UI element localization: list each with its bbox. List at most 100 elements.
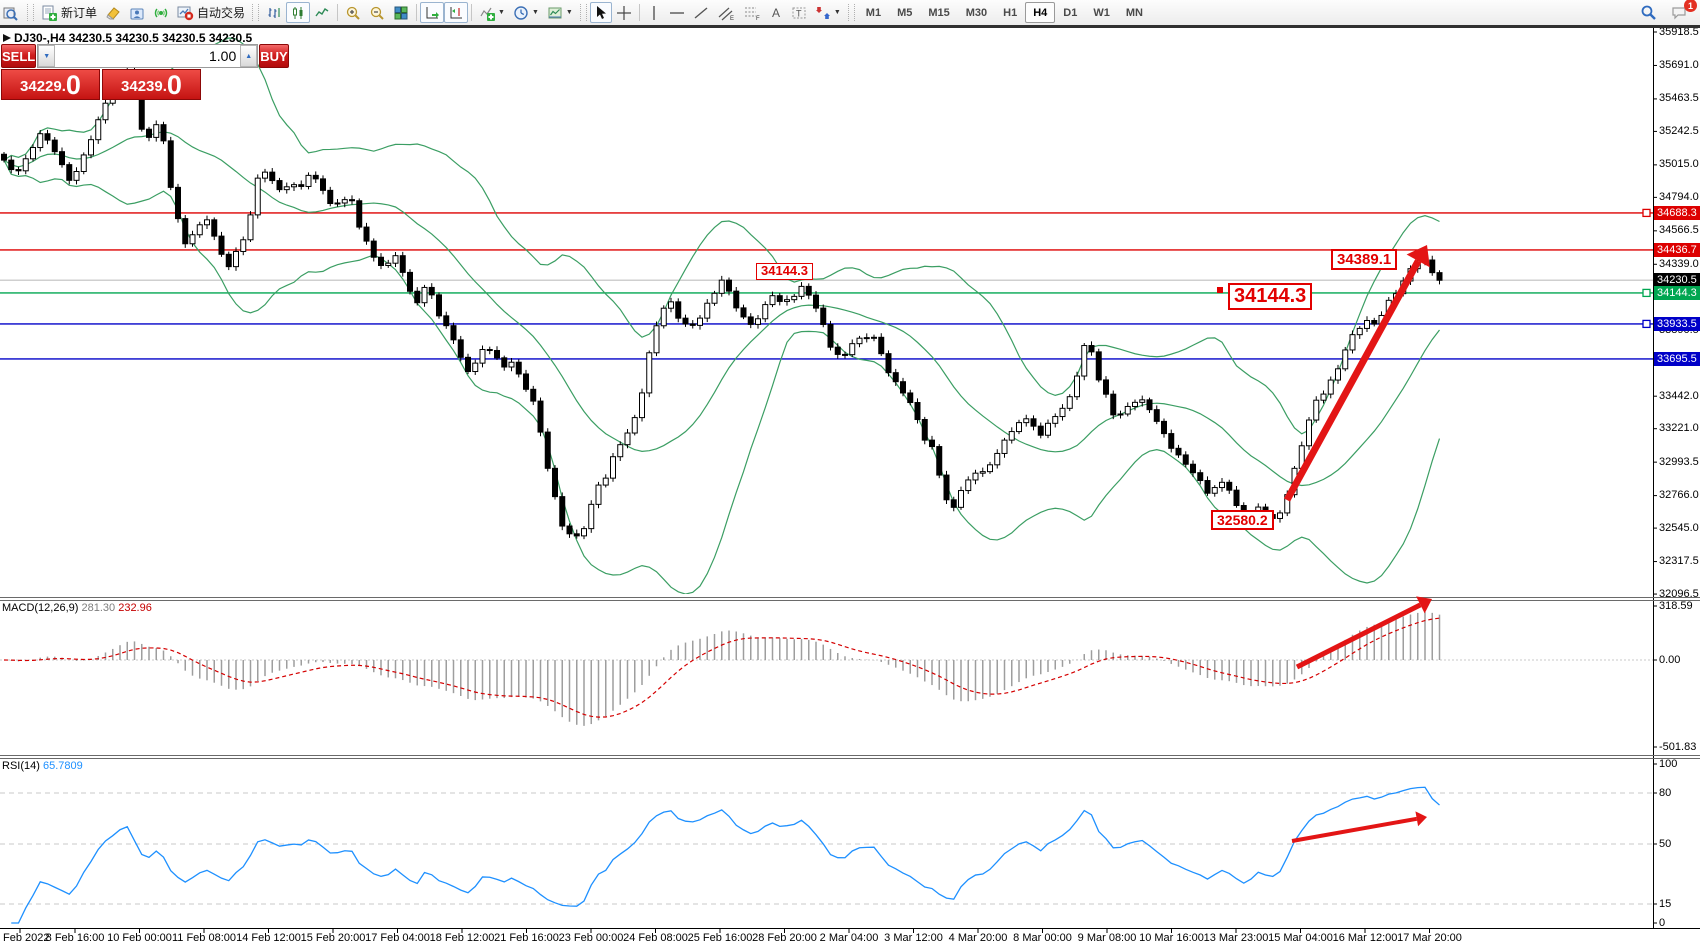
search-button[interactable] bbox=[1636, 2, 1661, 23]
time-tick: 15 Feb 20:00 bbox=[300, 932, 366, 944]
timeframe-m30[interactable]: M30 bbox=[965, 6, 988, 19]
auto-scroll-button[interactable] bbox=[420, 2, 445, 23]
rsi-value: 65.7809 bbox=[42, 760, 83, 772]
buy-price-main: 34239. bbox=[121, 78, 167, 95]
templates-icon bbox=[548, 7, 562, 18]
zoom-in-button[interactable] bbox=[341, 2, 365, 23]
price-annotation[interactable]: 34389.1 bbox=[1331, 249, 1398, 271]
sell-price[interactable]: 34229. 0 bbox=[1, 69, 100, 100]
price-annotation[interactable]: 34144.3 bbox=[756, 263, 813, 280]
toolbar-grip[interactable] bbox=[579, 4, 587, 21]
price-badge: 33695.5 bbox=[1654, 351, 1700, 366]
price-badge: 34436.7 bbox=[1654, 242, 1700, 257]
time-tick: 10 Feb 00:00 bbox=[107, 932, 172, 944]
equidistant-channel-button[interactable]: E bbox=[713, 2, 739, 23]
auto-trading-icon bbox=[177, 6, 194, 20]
volume-decrease-button[interactable]: ▼ bbox=[38, 45, 56, 67]
templates-button[interactable]: ▼ bbox=[543, 2, 577, 23]
toolbar-grip[interactable] bbox=[27, 4, 34, 21]
chart-shift-button[interactable] bbox=[444, 2, 469, 23]
auto-scroll-icon bbox=[426, 6, 440, 18]
timeframe-mn[interactable]: MN bbox=[1125, 6, 1143, 19]
notifications-button[interactable]: 1 bbox=[1667, 0, 1697, 23]
time-tick: 2 Mar 04:00 bbox=[819, 932, 879, 944]
time-tick: 8 Mar 00:00 bbox=[1013, 932, 1072, 944]
profiles-icon bbox=[130, 8, 144, 19]
trendline-button[interactable] bbox=[689, 2, 713, 23]
price-badge: 33933.5 bbox=[1654, 316, 1700, 331]
toolbar: 新订单 自动交易 bbox=[0, 0, 1700, 25]
text-button[interactable]: A bbox=[765, 2, 787, 23]
toolbar-grip[interactable] bbox=[252, 4, 260, 21]
eraser-icon bbox=[106, 6, 120, 20]
time-tick: 3 Mar 12:00 bbox=[884, 932, 943, 944]
indicators-button[interactable]: ▼ bbox=[475, 2, 509, 23]
price-annotation[interactable]: 32580.2 bbox=[1211, 510, 1274, 531]
notification-badge: 1 bbox=[1684, 0, 1697, 12]
price-tick: 34794.0 bbox=[1659, 190, 1699, 203]
timeframe-w1[interactable]: W1 bbox=[1093, 6, 1110, 19]
trend-arrow-rsi[interactable] bbox=[1291, 811, 1427, 843]
crosshair-button[interactable] bbox=[612, 2, 636, 23]
time-tick: 4 Mar 20:00 bbox=[948, 932, 1008, 944]
indicator-axis-tick: 100 bbox=[1659, 757, 1678, 770]
cursor-button[interactable] bbox=[589, 2, 612, 23]
buy-price-big: 0 bbox=[166, 70, 182, 100]
price-tick: 32545.0 bbox=[1659, 521, 1699, 534]
timeframe-h4[interactable]: H4 bbox=[1025, 2, 1056, 23]
time-tick: Feb 2022 bbox=[3, 932, 50, 944]
time-tick: 25 Feb 16:00 bbox=[687, 932, 753, 944]
price-annotation[interactable]: 34144.3 bbox=[1228, 283, 1313, 310]
timeframe-m5[interactable]: M5 bbox=[897, 6, 913, 19]
candlestick-chart-icon bbox=[293, 6, 303, 19]
volume-increase-button[interactable]: ▲ bbox=[240, 45, 258, 67]
price-tick: 33221.0 bbox=[1659, 422, 1699, 435]
profiles-button[interactable] bbox=[125, 2, 149, 23]
line-chart-button[interactable] bbox=[310, 2, 334, 23]
rsi-name: RSI(14) bbox=[2, 760, 40, 772]
chart-pointer-icon bbox=[3, 34, 11, 42]
new-order-label: 新订单 bbox=[61, 6, 98, 20]
timeframe-d1[interactable]: D1 bbox=[1063, 6, 1078, 19]
fibonacci-button[interactable]: F bbox=[739, 2, 765, 23]
dropdown-caret-icon: ▼ bbox=[498, 9, 505, 16]
timeframe-h1[interactable]: H1 bbox=[1003, 6, 1018, 19]
tile-windows-button[interactable] bbox=[389, 2, 413, 23]
arrows-tool-icon bbox=[815, 6, 830, 19]
market-watch-icon[interactable] bbox=[2, 2, 24, 23]
zoom-in-icon bbox=[346, 6, 360, 20]
svg-text:A: A bbox=[772, 6, 780, 20]
vertical-line-button[interactable] bbox=[643, 2, 665, 23]
zoom-out-icon bbox=[370, 6, 384, 20]
buy-button[interactable]: BUY bbox=[259, 44, 289, 68]
auto-trading-button[interactable]: 自动交易 bbox=[173, 2, 249, 23]
volume-input[interactable] bbox=[55, 45, 241, 67]
buy-price[interactable]: 34239. 0 bbox=[102, 69, 201, 100]
horizontal-line-button[interactable] bbox=[665, 2, 689, 23]
price-tick: 32317.5 bbox=[1659, 555, 1699, 568]
sell-price-big: 0 bbox=[65, 70, 81, 100]
trend-arrow-macd[interactable] bbox=[1295, 596, 1432, 670]
zoom-out-button[interactable] bbox=[365, 2, 389, 23]
trend-arrow-main[interactable] bbox=[1283, 245, 1430, 502]
time-tick: 24 Feb 08:00 bbox=[623, 932, 688, 944]
arrows-button[interactable]: ▼ bbox=[811, 2, 845, 23]
timeframe-m15[interactable]: M15 bbox=[928, 6, 950, 19]
price-tick: 33442.0 bbox=[1659, 389, 1699, 402]
one-click-trading-panel: SELL ▼ ▲ BUY 34229.0 34239.0 bbox=[1, 44, 289, 100]
sell-button[interactable]: SELL bbox=[1, 44, 37, 68]
eraser-button[interactable] bbox=[101, 2, 125, 23]
timeframe-m1[interactable]: M1 bbox=[865, 6, 882, 19]
new-order-button[interactable]: 新订单 bbox=[37, 2, 101, 23]
time-tick: 28 Feb 20:00 bbox=[752, 932, 817, 944]
text-label-button[interactable]: T bbox=[787, 2, 811, 23]
periods-button[interactable]: ▼ bbox=[509, 2, 543, 23]
toolbar-grip[interactable] bbox=[847, 4, 855, 21]
candlestick-chart-button[interactable] bbox=[286, 2, 311, 23]
time-tick: 10 Mar 16:00 bbox=[1139, 932, 1204, 944]
time-tick: 18 Feb 12:00 bbox=[429, 932, 495, 944]
equidistant-channel-icon: E bbox=[718, 7, 734, 21]
signal-button[interactable] bbox=[149, 2, 173, 23]
bar-chart-button[interactable] bbox=[262, 2, 286, 23]
